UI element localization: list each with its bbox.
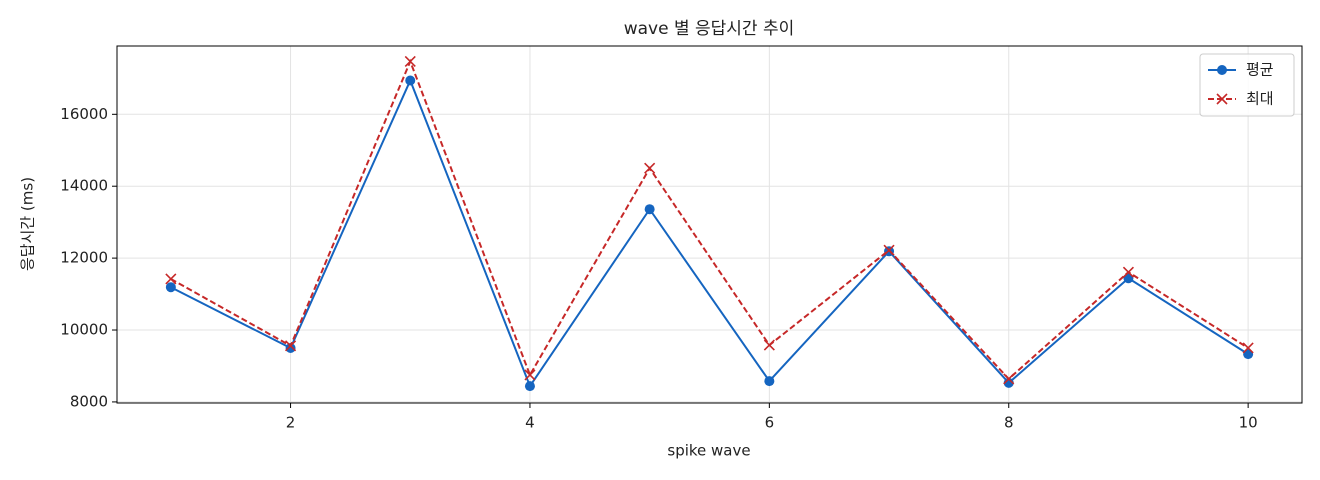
y-tick-label: 12000 xyxy=(60,249,108,267)
legend-label: 최대 xyxy=(1246,90,1274,108)
series-line xyxy=(170,58,1249,381)
x-tick-label: 8 xyxy=(1004,414,1014,432)
x-tick-label: 10 xyxy=(1239,414,1258,432)
x-tick-label: 6 xyxy=(765,414,775,432)
plot-frame xyxy=(116,45,1303,404)
marker xyxy=(1242,342,1254,354)
marker xyxy=(524,369,536,381)
y-tick-label: 16000 xyxy=(60,105,108,123)
marker xyxy=(764,376,775,387)
x-axis-label: spike wave xyxy=(667,442,750,460)
y-axis-label: 응답시간 (ms) xyxy=(19,177,37,271)
marker xyxy=(165,282,176,293)
chart-title: wave 별 응답시간 추이 xyxy=(624,19,795,39)
y-tick-label: 8000 xyxy=(70,392,108,410)
legend-marker xyxy=(1217,65,1227,75)
y-tick-label: 14000 xyxy=(60,177,108,195)
marker xyxy=(1122,266,1135,278)
x-tick-label: 2 xyxy=(286,414,296,432)
marker xyxy=(285,342,296,353)
marker xyxy=(883,244,895,256)
x-tick-label: 4 xyxy=(525,414,535,432)
marker xyxy=(284,340,297,352)
marker xyxy=(524,381,535,392)
marker xyxy=(404,55,416,68)
series-line xyxy=(170,77,1249,389)
y-tick-label: 10000 xyxy=(60,321,108,339)
legend-label: 평균 xyxy=(1246,61,1274,79)
marker xyxy=(763,339,775,351)
marker xyxy=(405,75,416,86)
marker xyxy=(1003,373,1015,385)
marker xyxy=(644,162,656,174)
marker xyxy=(165,273,177,285)
marker xyxy=(644,204,655,215)
legend-marker xyxy=(1216,93,1228,105)
